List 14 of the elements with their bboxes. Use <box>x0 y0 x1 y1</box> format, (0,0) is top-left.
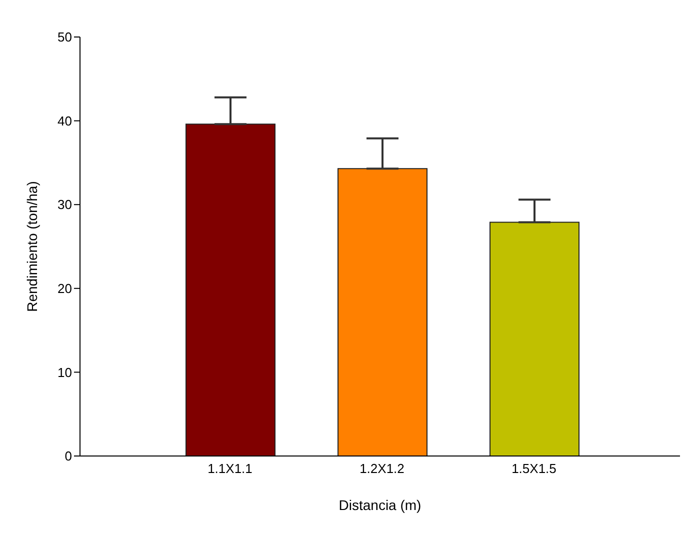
bar <box>490 222 580 456</box>
y-tick-label: 30 <box>58 197 72 212</box>
x-tick-label: 1.1X1.1 <box>208 461 252 476</box>
x-tick-label: 1.5X1.5 <box>512 461 556 476</box>
y-tick-label: 50 <box>58 30 72 45</box>
bar <box>338 168 428 456</box>
x-axis-title: Distancia (m) <box>338 497 422 513</box>
bar <box>186 124 276 456</box>
y-tick-label: 10 <box>58 364 72 380</box>
y-tick-label: 40 <box>58 113 72 128</box>
y-tick-label: 20 <box>58 281 72 296</box>
y-axis-title: Rendimiento (ton/ha) <box>24 181 40 312</box>
x-tick-label: 1.2X1.2 <box>360 461 404 476</box>
y-tick-label: 0 <box>64 448 72 464</box>
